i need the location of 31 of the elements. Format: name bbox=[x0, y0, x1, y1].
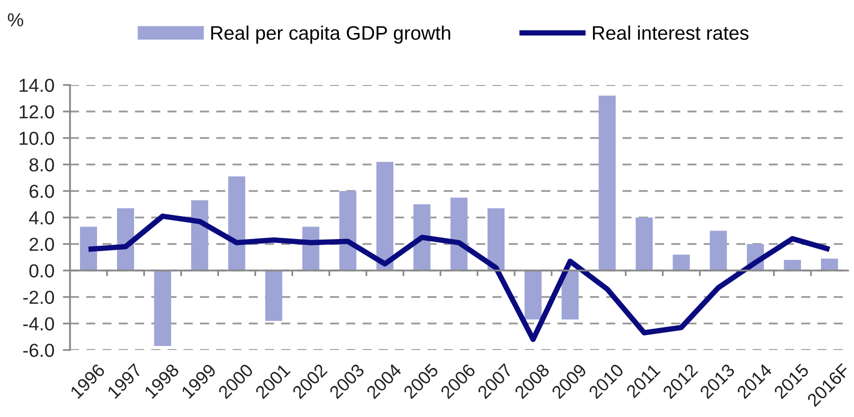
bar bbox=[524, 270, 542, 320]
bar bbox=[672, 254, 690, 270]
y-axis-title: % bbox=[8, 13, 24, 26]
y-tick-label: 14.0 bbox=[20, 78, 54, 92]
bar bbox=[710, 230, 727, 270]
bar bbox=[598, 96, 616, 270]
bar bbox=[191, 200, 208, 270]
bar bbox=[413, 204, 430, 270]
bar bbox=[339, 191, 356, 270]
bar bbox=[228, 176, 246, 270]
bar bbox=[820, 258, 838, 270]
legend-label: Real per capita GDP growth bbox=[211, 26, 450, 44]
y-tick-label: 2.0 bbox=[30, 238, 54, 251]
bar bbox=[376, 162, 394, 270]
y-tick-label: 12.0 bbox=[20, 105, 54, 118]
y-tick-label: 8.0 bbox=[29, 158, 54, 172]
y-tick-label: -6.0 bbox=[23, 344, 54, 357]
y-tick-label: -4.0 bbox=[23, 317, 54, 330]
bar bbox=[488, 208, 505, 270]
bar bbox=[562, 270, 579, 320]
bar bbox=[636, 218, 653, 270]
y-tick-label: 10.0 bbox=[20, 132, 54, 145]
y-tick-label: 4.0 bbox=[29, 211, 54, 224]
bar bbox=[450, 198, 468, 270]
legend-label: Real interest rates bbox=[592, 26, 748, 40]
y-tick-label: 0.0 bbox=[29, 264, 54, 278]
y-tick-label: 6.0 bbox=[30, 184, 54, 198]
bar bbox=[154, 270, 172, 346]
bar bbox=[265, 270, 282, 321]
bar bbox=[80, 226, 98, 270]
y-tick-label: -2.0 bbox=[23, 290, 54, 304]
